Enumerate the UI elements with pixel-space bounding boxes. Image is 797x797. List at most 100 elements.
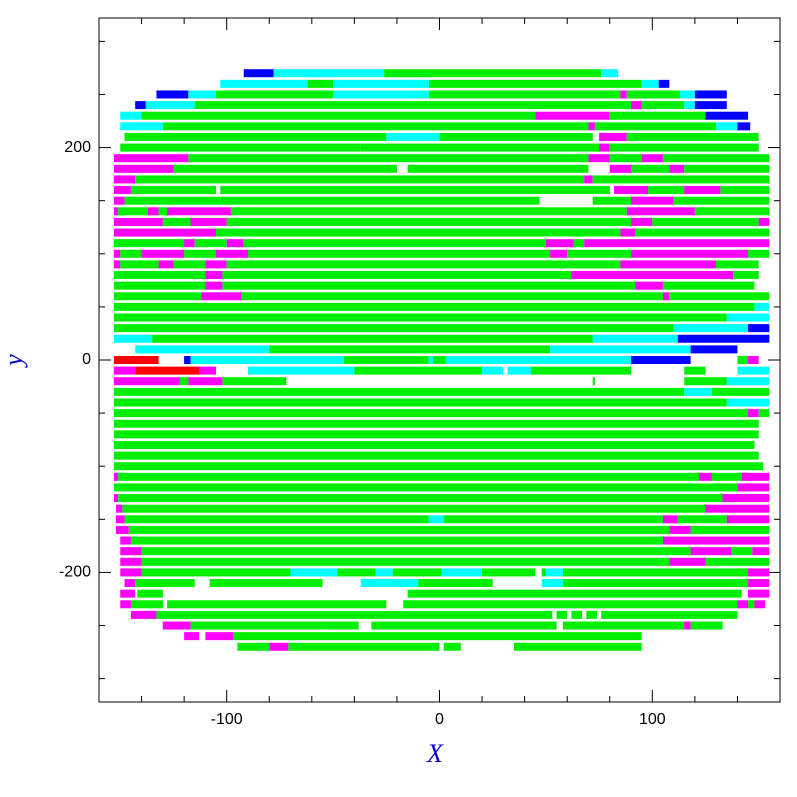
segment <box>662 154 770 163</box>
segment <box>562 579 749 588</box>
segment <box>754 302 770 311</box>
segment <box>737 483 770 492</box>
segment <box>720 186 770 195</box>
segment <box>684 101 695 110</box>
segment <box>343 356 429 364</box>
segment <box>135 366 200 375</box>
segment <box>288 642 440 651</box>
segment <box>337 568 376 577</box>
segment <box>141 547 691 556</box>
segment <box>403 600 738 609</box>
segment <box>592 377 595 386</box>
segment <box>118 472 700 481</box>
segment <box>113 154 189 163</box>
segment <box>124 515 429 524</box>
segment <box>592 175 770 184</box>
segment <box>631 356 691 364</box>
segment <box>571 271 734 280</box>
segment <box>684 186 721 195</box>
segment <box>113 440 755 449</box>
segment <box>673 196 770 205</box>
segment <box>737 366 770 375</box>
segment <box>141 111 536 120</box>
segment <box>141 557 670 566</box>
segment <box>113 387 685 396</box>
segment <box>233 632 642 641</box>
segment <box>641 79 659 88</box>
segment <box>179 377 189 386</box>
segment <box>116 525 129 534</box>
segment <box>737 122 751 131</box>
segment <box>120 122 131 131</box>
segment <box>662 536 770 545</box>
segment <box>190 356 344 364</box>
segment <box>113 207 119 216</box>
segment <box>135 101 146 110</box>
segment <box>188 377 223 386</box>
segment <box>662 292 670 301</box>
segment <box>705 557 770 566</box>
segment <box>113 451 759 460</box>
segment <box>120 557 142 566</box>
segment <box>726 313 770 322</box>
segment <box>113 377 180 386</box>
segment <box>392 568 442 577</box>
y-tick-label: 200 <box>64 139 91 156</box>
segment <box>113 196 125 205</box>
segment <box>375 568 393 577</box>
segment <box>120 600 131 609</box>
segment <box>135 579 195 588</box>
segment <box>588 154 610 163</box>
segment <box>167 207 231 216</box>
segment <box>158 260 174 269</box>
segment <box>241 292 663 301</box>
segment <box>748 324 770 333</box>
segment <box>113 228 217 237</box>
segment <box>116 515 125 524</box>
segment <box>162 217 191 226</box>
segment <box>199 366 217 375</box>
segment <box>135 345 270 354</box>
segment <box>684 366 706 375</box>
segment <box>433 356 446 364</box>
segment <box>113 398 727 407</box>
segment <box>113 260 121 269</box>
segment <box>677 334 770 343</box>
segment <box>541 568 546 577</box>
segment <box>113 239 185 248</box>
segment <box>562 568 749 577</box>
segment <box>694 101 727 110</box>
segment <box>120 143 361 152</box>
segment <box>584 239 770 248</box>
segment <box>386 132 440 141</box>
segment <box>705 504 770 513</box>
segment <box>201 292 242 301</box>
segment <box>113 175 136 184</box>
segment <box>118 494 723 503</box>
segment <box>220 196 540 205</box>
segment <box>216 249 248 258</box>
segment <box>428 79 642 88</box>
segment <box>562 621 685 630</box>
segment <box>247 249 551 258</box>
segment <box>513 642 642 651</box>
segment <box>222 377 287 386</box>
segment <box>673 324 749 333</box>
segment <box>156 90 189 99</box>
segment <box>247 366 355 375</box>
segment <box>609 154 642 163</box>
segment <box>184 239 195 248</box>
segment <box>407 164 589 173</box>
segment <box>754 600 766 609</box>
segment <box>307 79 334 88</box>
segment <box>173 260 206 269</box>
segment <box>243 69 274 78</box>
segment <box>222 281 636 290</box>
segment <box>731 547 753 556</box>
segment <box>748 249 770 258</box>
segment <box>550 345 691 354</box>
segment <box>130 122 163 131</box>
segment <box>407 589 742 598</box>
segment <box>322 621 359 630</box>
segment <box>594 122 717 131</box>
